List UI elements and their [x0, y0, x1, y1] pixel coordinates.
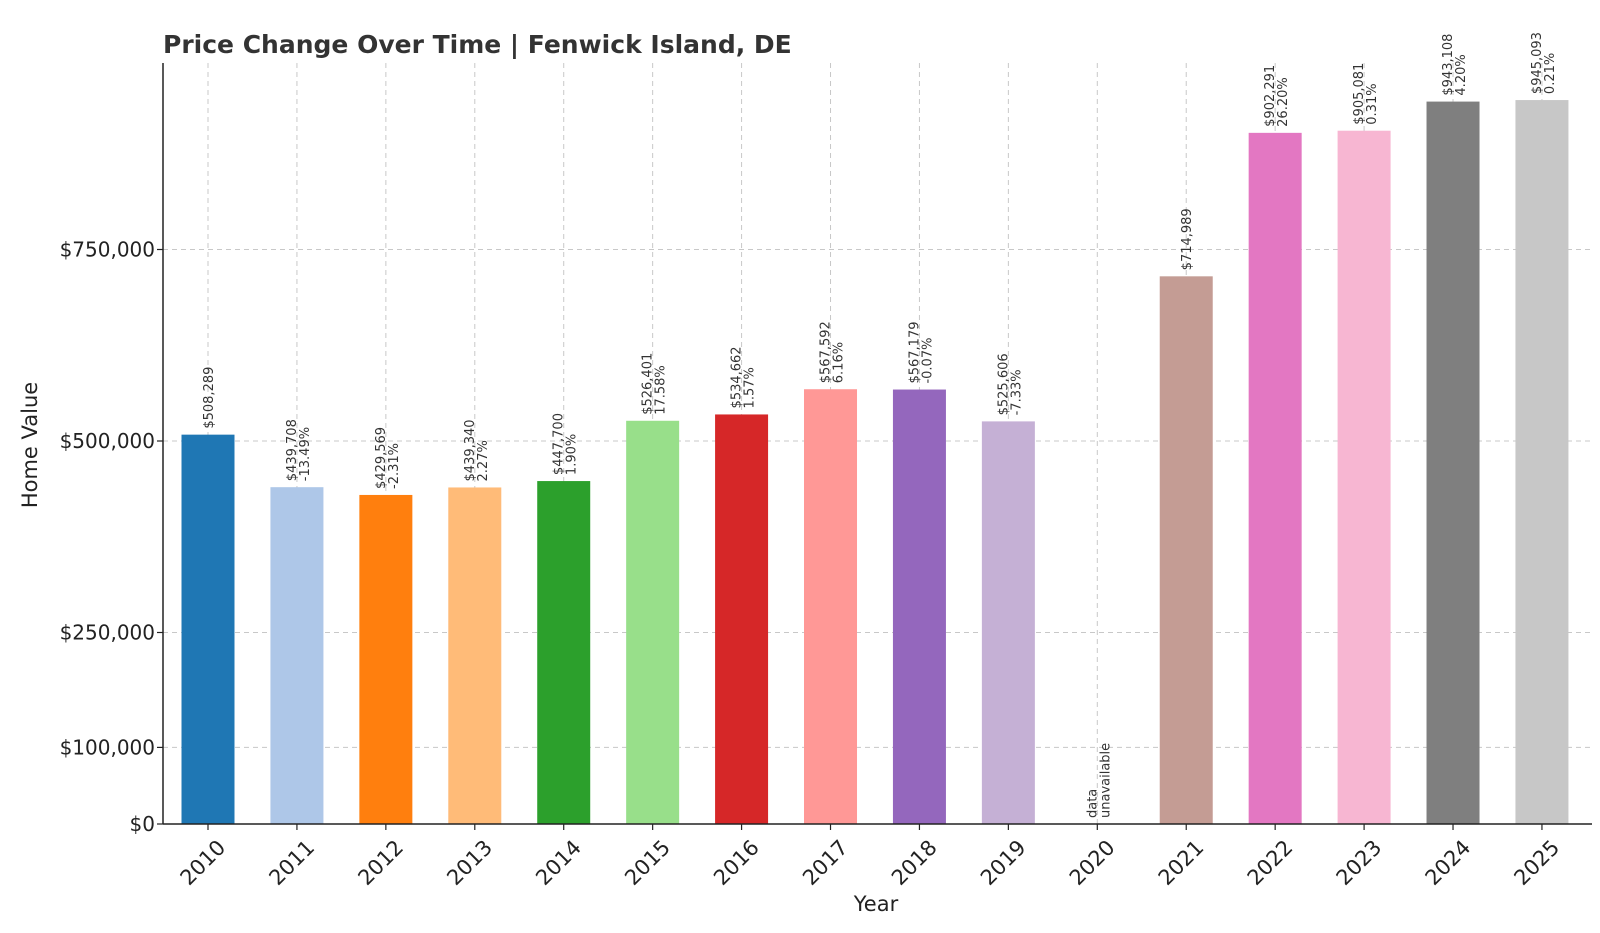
bar-2014: [537, 481, 591, 824]
bars: [181, 100, 1569, 824]
bar-change-label: 1.90%: [565, 434, 580, 475]
bar-2023: [1337, 130, 1391, 824]
bar-change-label: 1.57%: [743, 367, 758, 408]
bar-value-label: data: [1085, 789, 1100, 818]
x-tick-label: 2018: [887, 835, 942, 890]
y-tick-label: $500,000: [60, 429, 155, 453]
x-tick-label: 2025: [1509, 835, 1564, 890]
bar-value-label: $429,569: [374, 427, 389, 489]
bar-2011: [270, 487, 324, 824]
bar-2015: [626, 420, 680, 824]
bar-value-label: $714,989: [1180, 208, 1195, 270]
chart-title: Price Change Over Time | Fenwick Island,…: [163, 30, 792, 59]
bar-2010: [181, 434, 235, 824]
bar-value-label: $525,606: [996, 353, 1011, 415]
bar-value-label: $447,700: [552, 413, 567, 475]
bar-change-label: 6.16%: [832, 342, 847, 383]
x-tick-label: 2012: [353, 835, 408, 890]
bar-change-label: -0.07%: [920, 338, 935, 384]
bar-value-label: $567,592: [819, 321, 834, 383]
bar-change-label: -7.33%: [1009, 369, 1024, 415]
bar-value-label: $534,662: [730, 346, 745, 408]
x-tick-label: 2016: [709, 835, 764, 890]
x-tick-label: 2024: [1421, 835, 1476, 890]
y-tick-label: $750,000: [60, 238, 155, 262]
bar-change-label: unavailable: [1098, 743, 1113, 818]
x-axis-label: Year: [853, 892, 899, 916]
y-tick-label: $100,000: [60, 735, 155, 759]
bar-change-label: 4.20%: [1454, 54, 1469, 95]
x-tick-label: 2023: [1332, 835, 1387, 890]
bar-2021: [1159, 276, 1213, 824]
bar-2025: [1515, 100, 1569, 824]
y-axis-label: Home Value: [18, 382, 42, 508]
bar-labels: $508,289 $439,708-13.49% $429,569-2.31% $43…: [202, 32, 1558, 818]
bar-2022: [1248, 132, 1302, 824]
x-tick-label: 2017: [798, 835, 853, 890]
bar-value-label: $905,081: [1352, 63, 1367, 125]
x-tick-label: 2013: [442, 835, 497, 890]
bar-2019: [981, 421, 1035, 824]
bar-2016: [715, 414, 769, 824]
x-tick-label: 2021: [1154, 835, 1209, 890]
x-axis-ticks: 2010 2011 2012 2013 2014 2015 2016 2017 2018 2019…: [176, 824, 1564, 890]
bar-value-label: $567,179: [907, 322, 922, 384]
bar-2024: [1426, 101, 1480, 824]
bar-value-label: $526,401: [641, 353, 656, 415]
x-tick-label: 2010: [176, 835, 231, 890]
bar-change-label: 0.31%: [1365, 83, 1380, 124]
y-tick-label: $0: [130, 812, 155, 836]
y-axis-ticks: $0 $100,000 $250,000 $500,000 $750,000: [60, 238, 163, 836]
bar-value-label: $902,291: [1263, 65, 1278, 127]
y-tick-label: $250,000: [60, 621, 155, 645]
bar-value-label: $945,093: [1530, 32, 1545, 94]
bar-change-label: -13.49%: [298, 427, 313, 481]
x-tick-label: 2019: [976, 835, 1031, 890]
bar-change-label: 0.21%: [1543, 53, 1558, 94]
x-tick-label: 2011: [264, 835, 319, 890]
x-tick-label: 2022: [1243, 835, 1298, 890]
bar-2013: [448, 487, 502, 824]
bar-value-label: $439,340: [463, 419, 478, 481]
bar-value-label: $508,289: [202, 367, 217, 429]
bar-2012: [359, 494, 413, 824]
x-tick-label: 2014: [531, 835, 586, 890]
bar-change-label: 26.20%: [1276, 77, 1291, 127]
bar-value-label: $943,108: [1441, 34, 1456, 96]
bar-value-label: $439,708: [285, 419, 300, 481]
bar-2018: [892, 389, 946, 824]
bar-change-label: -2.31%: [387, 443, 402, 489]
x-tick-label: 2020: [1065, 835, 1120, 890]
bar-2017: [804, 389, 858, 824]
bar-change-label: 2.27%: [476, 440, 491, 481]
bar-change-label: 17.58%: [654, 365, 669, 415]
x-tick-label: 2015: [620, 835, 675, 890]
